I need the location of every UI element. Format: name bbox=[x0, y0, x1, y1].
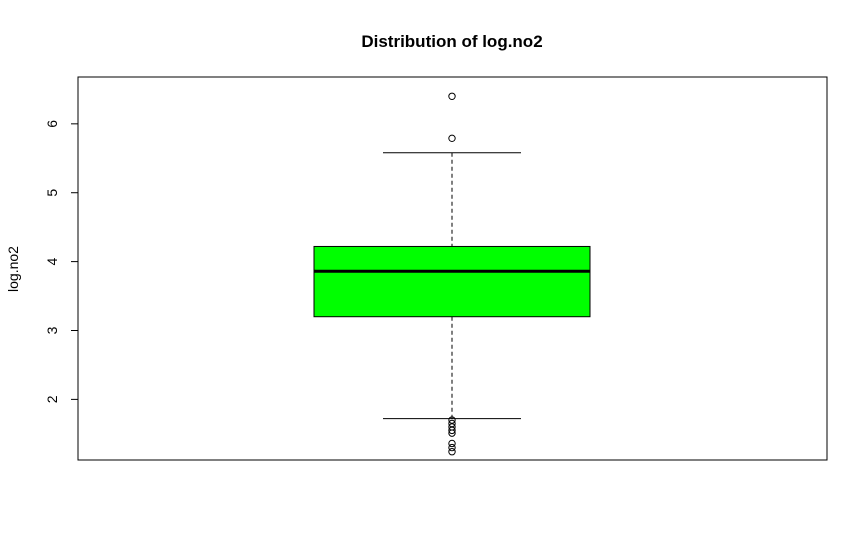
y-axis-label: log.no2 bbox=[5, 246, 21, 292]
iqr-box bbox=[313, 245, 591, 318]
y-tick-label-2: 2 bbox=[44, 395, 60, 403]
outlier-point-1 bbox=[448, 134, 456, 143]
outlier-point-9 bbox=[448, 448, 456, 456]
outlier-point-0 bbox=[448, 92, 456, 100]
outlier-point-8 bbox=[448, 443, 456, 452]
outlier-point-5 bbox=[448, 426, 456, 435]
y-tick-label-3: 3 bbox=[44, 326, 60, 334]
chart-title: Distribution of log.no2 bbox=[361, 32, 542, 51]
outlier-point-7 bbox=[448, 439, 456, 448]
y-tick-label-5: 5 bbox=[44, 189, 60, 197]
outlier-point-6 bbox=[448, 429, 456, 437]
outlier-points bbox=[448, 92, 456, 456]
boxplot bbox=[313, 152, 591, 420]
y-axis-ticks: 2 3 4 5 6 bbox=[44, 120, 78, 403]
y-tick-label-6: 6 bbox=[44, 120, 60, 128]
y-tick-label-4: 4 bbox=[44, 258, 60, 266]
